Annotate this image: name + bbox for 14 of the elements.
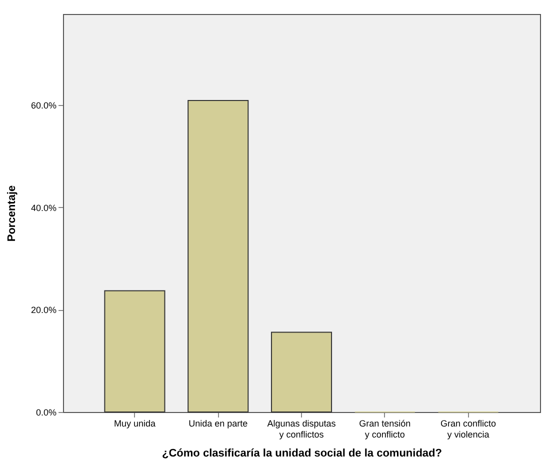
bar: [188, 100, 249, 412]
x-tick-label: Algunas disputas y conflictos: [267, 418, 336, 440]
x-axis-title: ¿Cómo clasificaría la unidad social de la comunidad?: [162, 448, 442, 460]
bar: [104, 290, 166, 412]
y-tick-label: 40.0%: [30, 202, 56, 213]
x-tick-label: Muy unida: [114, 418, 156, 428]
y-tick-label: 20.0%: [30, 305, 56, 316]
y-tick-label: 60.0%: [30, 100, 56, 111]
y-axis-title: Porcentaje: [6, 185, 18, 242]
x-tick-label: Gran tensión y conflicto: [359, 418, 411, 440]
bar: [270, 332, 332, 412]
x-tick-label: Unida en parte: [188, 418, 248, 428]
y-tick-label: 0.0%: [36, 408, 56, 418]
x-tick-label: Gran conflicto y violencia: [440, 418, 496, 440]
